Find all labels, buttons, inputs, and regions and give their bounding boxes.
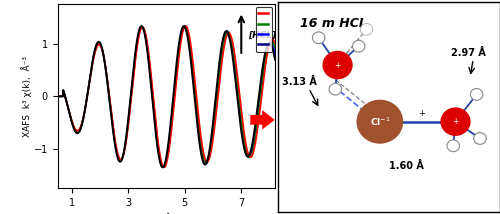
Circle shape	[447, 140, 460, 152]
Text: +: +	[418, 109, 425, 118]
Circle shape	[322, 51, 352, 79]
Legend: , , , : , , ,	[256, 7, 272, 52]
Text: 2.97 Å: 2.97 Å	[451, 48, 486, 58]
Circle shape	[474, 133, 486, 144]
Circle shape	[470, 89, 483, 100]
Text: 16 m HCL: 16 m HCL	[300, 17, 366, 30]
Text: +: +	[452, 117, 458, 126]
Text: 1.60 Å: 1.60 Å	[389, 161, 424, 171]
Text: 3.13 Å: 3.13 Å	[282, 77, 317, 87]
Circle shape	[312, 32, 325, 44]
Circle shape	[352, 40, 365, 52]
Circle shape	[360, 24, 372, 35]
Circle shape	[440, 107, 470, 136]
Circle shape	[356, 100, 403, 144]
Text: [HCL]: [HCL]	[248, 31, 276, 40]
Y-axis label: XAFS  k³ χ(k),  Å⁻³: XAFS k³ χ(k), Å⁻³	[22, 56, 32, 137]
Text: +: +	[334, 61, 341, 70]
Text: Cl$^{-1}$: Cl$^{-1}$	[370, 116, 390, 128]
Circle shape	[329, 83, 342, 95]
